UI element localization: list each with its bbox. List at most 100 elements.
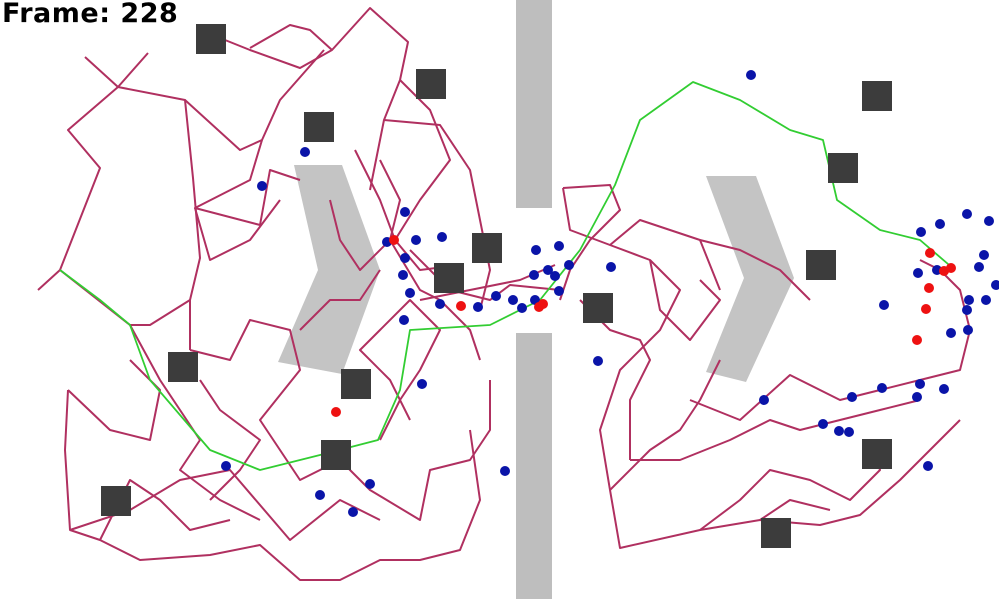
agent-blue xyxy=(543,265,553,275)
network-edge xyxy=(117,86,201,350)
agent-blue xyxy=(517,303,527,313)
agent-blue xyxy=(759,395,769,405)
agent-blue xyxy=(473,302,483,312)
agent-blue xyxy=(435,299,445,309)
agent-blue xyxy=(550,271,560,281)
network-edge xyxy=(359,299,441,441)
obstacle xyxy=(583,293,613,323)
agent-blue xyxy=(348,507,358,517)
agent-blue xyxy=(398,270,408,280)
network-edge xyxy=(579,299,651,460)
chevron-right-icon xyxy=(278,165,380,374)
agent-blue xyxy=(400,253,410,263)
network-edge xyxy=(64,389,481,581)
agent-blue xyxy=(923,461,933,471)
agent-blue xyxy=(912,392,922,402)
network-edge xyxy=(609,359,721,491)
agent-red xyxy=(331,407,341,417)
wall-layer xyxy=(516,0,552,599)
agent-blue xyxy=(946,328,956,338)
frame-counter: Frame: 228 xyxy=(2,0,178,29)
obstacle xyxy=(321,440,351,470)
agent-blue xyxy=(916,227,926,237)
obstacle xyxy=(304,112,334,142)
agent-blue xyxy=(221,461,231,471)
agent-layer xyxy=(221,70,999,517)
frame-number: 228 xyxy=(120,0,179,29)
network-edge xyxy=(699,239,811,301)
network-edge xyxy=(599,244,961,549)
network-edge xyxy=(194,139,301,226)
network-edge xyxy=(194,199,281,261)
agent-red xyxy=(912,335,922,345)
agent-blue xyxy=(593,356,603,366)
network-edge xyxy=(299,269,381,331)
agent-blue xyxy=(915,379,925,389)
agent-blue xyxy=(417,379,427,389)
network-edge xyxy=(699,439,881,531)
agent-blue xyxy=(564,260,574,270)
agent-blue xyxy=(531,245,541,255)
agent-blue xyxy=(844,427,854,437)
agent-blue xyxy=(939,384,949,394)
network-edge xyxy=(59,269,191,326)
agent-red xyxy=(921,304,931,314)
network-edge xyxy=(630,399,921,461)
agent-blue xyxy=(877,383,887,393)
agent-blue xyxy=(508,295,518,305)
agent-blue xyxy=(979,250,989,260)
obstacle xyxy=(472,233,502,263)
obstacle xyxy=(101,486,131,516)
agent-blue xyxy=(746,70,756,80)
agent-red xyxy=(538,299,548,309)
network-edge xyxy=(249,24,333,51)
wall-bottom xyxy=(516,333,552,599)
network-edge xyxy=(84,52,149,88)
agent-blue xyxy=(554,286,564,296)
agent-blue xyxy=(554,241,564,251)
obstacle xyxy=(168,352,198,382)
network-edge xyxy=(199,7,409,191)
agent-blue xyxy=(935,219,945,229)
agent-blue xyxy=(405,288,415,298)
agent-blue xyxy=(315,490,325,500)
agent-blue xyxy=(913,268,923,278)
network-edge xyxy=(562,187,721,291)
agent-blue xyxy=(411,235,421,245)
agent-blue xyxy=(491,291,501,301)
agent-blue xyxy=(500,466,510,476)
obstacle xyxy=(828,153,858,183)
obstacle xyxy=(862,439,892,469)
agent-red xyxy=(924,283,934,293)
wall-top xyxy=(516,0,552,208)
agent-blue xyxy=(437,232,447,242)
agent-blue xyxy=(963,325,973,335)
agent-blue xyxy=(847,392,857,402)
network-edge xyxy=(339,380,491,521)
agent-blue xyxy=(529,270,539,280)
agent-blue xyxy=(964,295,974,305)
roadmap-network xyxy=(37,7,971,581)
agent-blue xyxy=(606,262,616,272)
obstacle xyxy=(196,24,226,54)
agent-blue xyxy=(834,426,844,436)
agent-blue xyxy=(984,216,994,226)
obstacle xyxy=(434,263,464,293)
obstacle xyxy=(862,81,892,111)
agent-red xyxy=(925,248,935,258)
obstacle xyxy=(806,250,836,280)
agent-blue xyxy=(962,209,972,219)
agent-blue xyxy=(399,315,409,325)
agent-blue xyxy=(257,181,267,191)
agent-blue xyxy=(981,295,991,305)
network-edge xyxy=(129,324,261,521)
obstacle xyxy=(761,518,791,548)
agent-red xyxy=(456,301,466,311)
agent-blue xyxy=(879,300,889,310)
agent-red xyxy=(946,263,956,273)
agent-blue xyxy=(400,207,410,217)
network-edge xyxy=(649,259,721,341)
arrow-layer xyxy=(278,165,794,382)
agent-red xyxy=(389,235,399,245)
